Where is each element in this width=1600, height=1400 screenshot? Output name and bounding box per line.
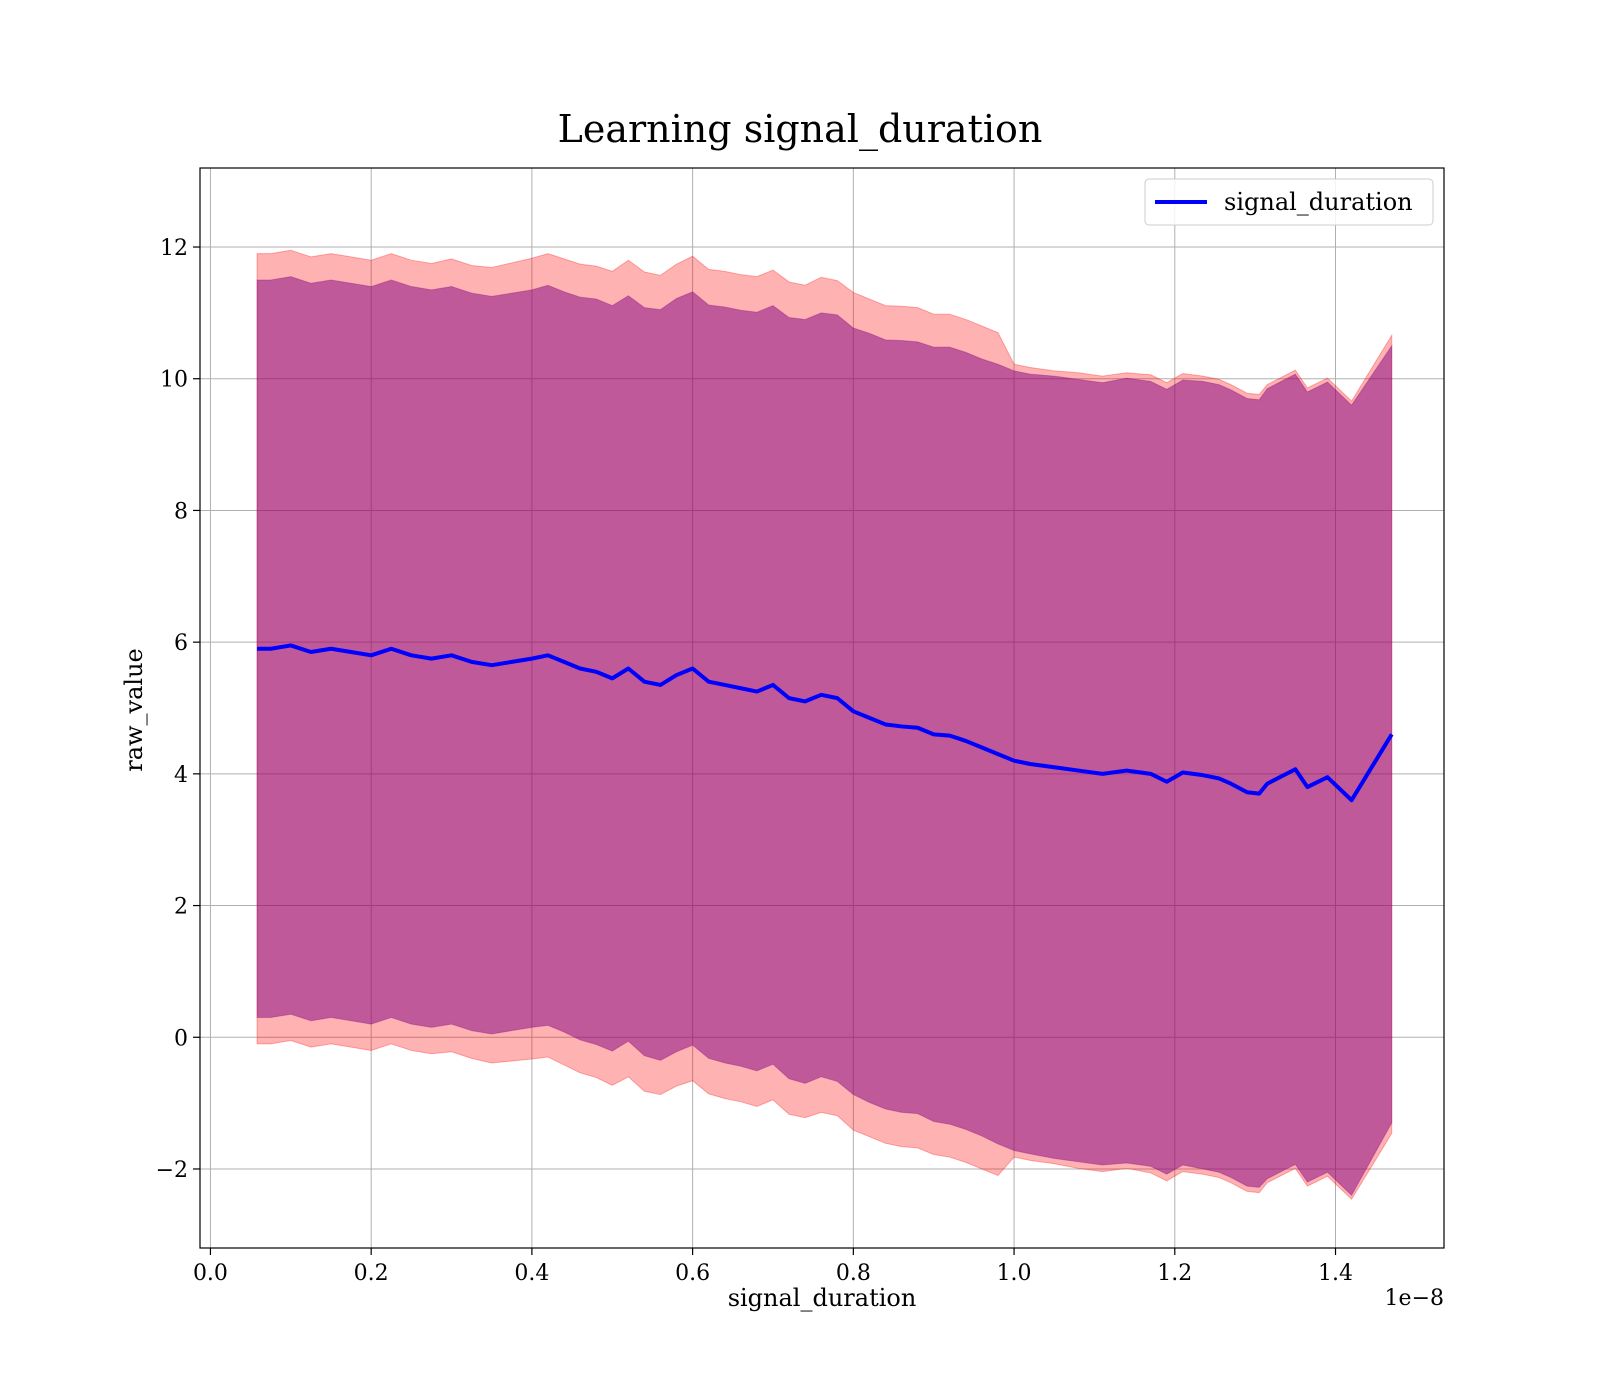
legend-label: signal_duration bbox=[1224, 188, 1413, 216]
x-tick-label: 1.0 bbox=[997, 1261, 1032, 1286]
y-tick-label: 6 bbox=[174, 631, 188, 656]
series-lines bbox=[257, 643, 1394, 803]
x-tick-label: 0.6 bbox=[675, 1261, 710, 1286]
std-band-inner bbox=[256, 276, 1393, 1197]
plot-frame bbox=[199, 167, 1445, 1249]
x-axis-ticks: 0.0 0.2 0.4 0.6 0.8 1.0 1.2 1.4 bbox=[193, 1248, 1353, 1286]
y-tick-label: 12 bbox=[160, 236, 188, 261]
x-tick-label: 0.8 bbox=[836, 1261, 871, 1286]
chart-title: Learning signal_duration bbox=[558, 107, 1043, 152]
y-tick-label: 10 bbox=[160, 368, 188, 393]
series-line-0 bbox=[257, 643, 1394, 803]
x-tick-label: 0.2 bbox=[354, 1261, 389, 1286]
y-tick-label: 0 bbox=[174, 1026, 188, 1051]
x-tick-label: 1.2 bbox=[1157, 1261, 1192, 1286]
x-axis-label: signal_duration bbox=[728, 1284, 917, 1312]
y-tick-label: 8 bbox=[174, 499, 188, 524]
x-tick-label: 1.4 bbox=[1318, 1261, 1353, 1286]
legend-box bbox=[1144, 178, 1434, 226]
x-tick-label: 0.4 bbox=[514, 1261, 549, 1286]
legend: signal_duration bbox=[1144, 178, 1434, 226]
x-tick-label: 0.0 bbox=[193, 1261, 228, 1286]
x-axis-offset-label: 1e−8 bbox=[1385, 1286, 1444, 1311]
y-tick-label: 2 bbox=[174, 895, 188, 920]
std-bands bbox=[256, 249, 1393, 1201]
y-tick-label: −2 bbox=[156, 1158, 188, 1183]
y-tick-label: 4 bbox=[174, 763, 188, 788]
y-axis-ticks: −2 0 2 4 6 8 10 12 bbox=[156, 236, 200, 1183]
y-axis-label: raw_value bbox=[120, 648, 148, 772]
